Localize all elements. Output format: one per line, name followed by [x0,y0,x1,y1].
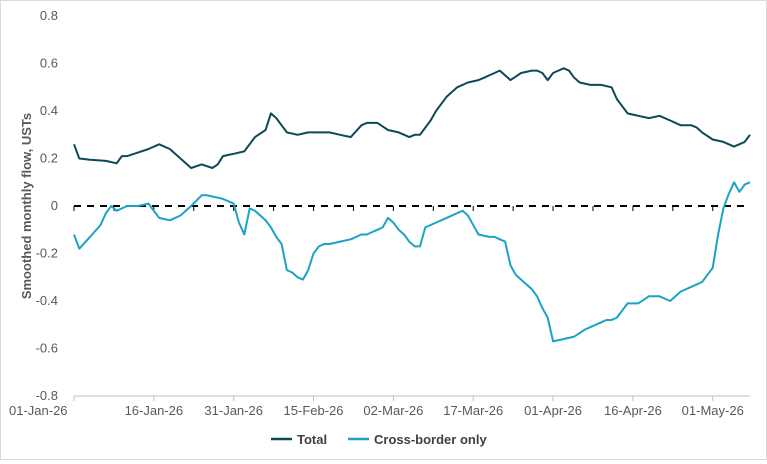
series-line-cross-border [73,181,751,343]
x-tick-label: 15-Feb-26 [284,403,344,418]
y-tick-label: -0.8 [36,388,58,403]
x-axis-ticks: 01-Jan-26 16-Jan-26 31-Jan-26 15-Feb-26 02-M… [9,206,744,418]
legend-item-cross-border[interactable]: Cross-border only [348,432,487,447]
x-tick-label: 01-May-26 [682,403,744,418]
y-tick-label: 0.6 [40,56,58,71]
x-tick-label: 17-Mar-26 [443,403,503,418]
x-tick-label: 16-Apr-26 [604,403,662,418]
legend-label-cross-border: Cross-border only [374,432,487,447]
y-tick-label: 0.8 [40,8,58,23]
y-tick-label: 0.4 [40,103,58,118]
legend: Total Cross-border only [271,432,487,447]
x-tick-label: 02-Mar-26 [363,403,423,418]
series-lines [73,67,751,343]
y-tick-label: -0.6 [36,341,58,356]
series-line-total [73,67,751,169]
y-tick-label: -0.2 [36,246,58,261]
legend-item-total[interactable]: Total [271,432,327,447]
y-tick-label: -0.4 [36,293,58,308]
legend-label-total: Total [297,432,327,447]
x-tick-label: 16-Jan-26 [125,403,184,418]
x-tick-label: 31-Jan-26 [204,403,263,418]
y-axis-ticks: 0.8 0.6 0.4 0.2 0 -0.2 -0.4 -0.6 -0.8 [36,8,58,403]
x-tick-label: 01-Jan-26 [9,403,68,418]
x-tick-label: 01-Apr-26 [524,403,582,418]
y-tick-label: 0 [51,198,58,213]
y-axis-label: Smoothed monthly flow, USTs [19,113,34,299]
y-tick-label: 0.2 [40,151,58,166]
